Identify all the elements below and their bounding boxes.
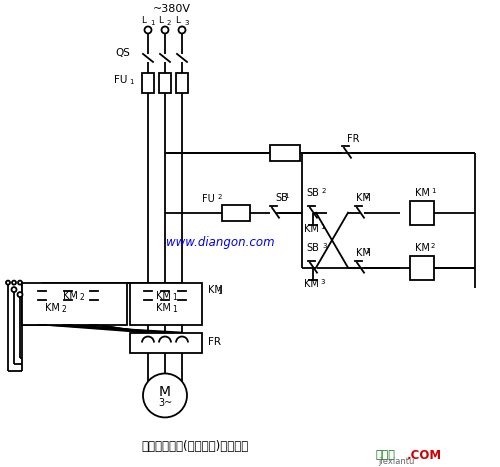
Text: 1: 1 <box>172 293 177 302</box>
Text: 3: 3 <box>320 279 324 284</box>
Text: KM: KM <box>156 303 170 312</box>
Text: www.diangon.com: www.diangon.com <box>166 236 274 249</box>
Text: jiexiantu: jiexiantu <box>378 457 414 466</box>
Text: 1: 1 <box>129 79 134 85</box>
Text: KM: KM <box>62 290 78 301</box>
Text: FU: FU <box>202 194 215 204</box>
Text: KM: KM <box>414 188 430 198</box>
Text: KM: KM <box>304 224 318 234</box>
Circle shape <box>12 281 16 284</box>
Text: KM: KM <box>44 303 60 312</box>
Text: 1: 1 <box>320 224 324 230</box>
Text: 2: 2 <box>218 194 222 200</box>
Text: KM: KM <box>156 290 170 301</box>
Text: KM: KM <box>356 248 371 258</box>
Text: FU: FU <box>114 75 127 85</box>
Text: ~380V: ~380V <box>153 4 191 14</box>
Text: 2: 2 <box>167 20 172 26</box>
Circle shape <box>162 27 168 34</box>
Text: SB: SB <box>306 243 320 253</box>
Circle shape <box>6 281 10 284</box>
Bar <box>130 283 202 325</box>
Text: FR: FR <box>208 337 221 347</box>
Bar <box>142 73 154 93</box>
Text: 1: 1 <box>284 193 288 199</box>
Text: L: L <box>175 16 180 26</box>
Text: 2: 2 <box>61 305 66 314</box>
Text: 2: 2 <box>322 188 326 194</box>
Text: M: M <box>159 385 171 399</box>
Circle shape <box>144 27 152 34</box>
Bar <box>130 333 202 353</box>
Text: KM: KM <box>304 279 318 289</box>
Text: FR: FR <box>347 134 360 144</box>
Text: 1: 1 <box>365 248 370 254</box>
Text: SB: SB <box>306 188 320 198</box>
Text: L: L <box>141 16 146 26</box>
Text: 1: 1 <box>150 20 154 26</box>
Text: 1: 1 <box>217 287 222 296</box>
Text: KM: KM <box>208 284 223 295</box>
Text: 2: 2 <box>365 193 370 199</box>
Text: 3: 3 <box>322 243 326 248</box>
Text: KM: KM <box>414 243 430 253</box>
Bar <box>270 145 300 161</box>
Bar <box>410 201 434 225</box>
Text: 1: 1 <box>172 305 177 314</box>
Circle shape <box>143 374 187 417</box>
Text: 2: 2 <box>79 293 84 302</box>
Circle shape <box>12 287 16 292</box>
Bar <box>22 283 127 325</box>
Text: .COM: .COM <box>407 449 442 462</box>
Text: 3: 3 <box>184 20 188 26</box>
Bar <box>159 73 171 93</box>
Circle shape <box>18 292 22 297</box>
Circle shape <box>178 27 186 34</box>
Text: 电动机正反转(双重互锁)控制电路: 电动机正反转(双重互锁)控制电路 <box>142 440 248 453</box>
Text: KM: KM <box>356 193 371 203</box>
Bar <box>222 205 250 221</box>
Text: 2: 2 <box>431 243 436 248</box>
Text: 接线图: 接线图 <box>375 450 395 460</box>
Text: SB: SB <box>275 193 288 203</box>
Text: QS: QS <box>115 48 130 58</box>
Circle shape <box>18 281 22 284</box>
Text: 3~: 3~ <box>158 398 172 409</box>
Bar <box>176 73 188 93</box>
Text: L: L <box>158 16 163 26</box>
Bar <box>410 255 434 280</box>
Text: 1: 1 <box>431 188 436 194</box>
